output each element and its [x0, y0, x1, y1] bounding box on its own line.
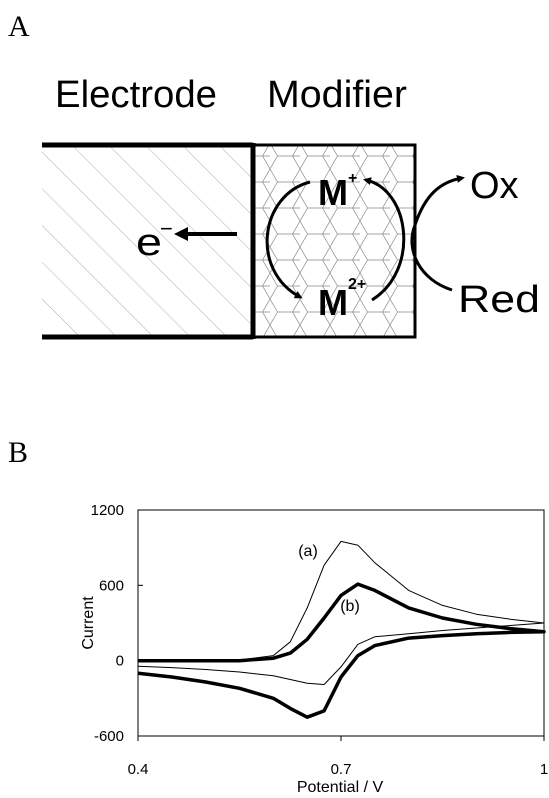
y-tick-label: 0: [116, 653, 124, 670]
x-axis-title: Potential / V: [297, 779, 384, 796]
ion-bottom-charge: 2+: [348, 276, 366, 293]
plot-frame: [137, 509, 545, 737]
electrode-label: Electrode: [55, 74, 217, 116]
cv-curve: [137, 582, 546, 719]
electron: e: [136, 222, 162, 264]
y-tick-label: 1200: [91, 502, 124, 519]
cycle-arrow: [363, 177, 406, 302]
red-label: Red: [458, 279, 540, 321]
electron-charge: −: [160, 216, 173, 241]
y-tick-label: -600: [94, 728, 124, 745]
electrode-region: [42, 145, 253, 337]
modifier-region: [251, 143, 417, 339]
x-tick-label: 1: [540, 761, 548, 778]
x-tick-label: 0.4: [128, 761, 149, 778]
ion-bottom: M: [318, 282, 348, 323]
reaction-arrow: [410, 174, 465, 292]
ion-top-charge: +: [348, 170, 357, 187]
ion-top: M: [318, 172, 348, 213]
ox-label: Ox: [470, 165, 519, 207]
cycle-arrow: [265, 180, 311, 299]
panel-label: B: [8, 436, 28, 469]
panel-label: A: [8, 10, 30, 43]
y-tick-label: 600: [99, 577, 124, 594]
cv-curve: [137, 540, 545, 685]
curve-label: (b): [340, 598, 360, 615]
y-axis-title: Current: [80, 596, 97, 650]
curve-label: (a): [298, 543, 318, 560]
modifier-label: Modifier: [267, 74, 407, 116]
x-tick-label: 0.7: [331, 761, 352, 778]
